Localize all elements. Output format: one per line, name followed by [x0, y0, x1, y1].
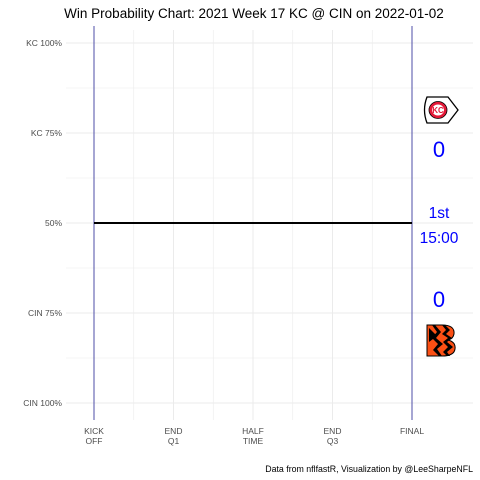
period-label: 1st — [429, 205, 450, 222]
y-tick-label: 50% — [45, 218, 62, 228]
y-tick-label: CIN 75% — [28, 308, 62, 318]
cin-bengals-logo — [426, 324, 456, 357]
x-tick-label: HALF TIME — [242, 426, 264, 446]
y-axis: KC 100% KC 75% 50% CIN 75% CIN 100% — [23, 38, 62, 408]
y-tick-label: CIN 100% — [23, 398, 62, 408]
svg-text:KC: KC — [432, 106, 444, 115]
x-axis: KICK OFF END Q1 HALF TIME END Q3 FINAL — [84, 426, 424, 446]
y-tick-label: KC 75% — [31, 128, 63, 138]
chart-caption: Data from nflfastR, Visualization by @Le… — [265, 464, 473, 474]
x-tick-label: FINAL — [400, 426, 424, 436]
x-tick-label: END Q1 — [165, 426, 183, 446]
x-tick-label: END Q3 — [324, 426, 342, 446]
kc-chiefs-logo: KC — [423, 96, 459, 124]
y-tick-label: KC 100% — [26, 38, 62, 48]
away-score: 0 — [433, 137, 445, 162]
x-tick-label: KICK OFF — [84, 426, 104, 446]
chart-title: Win Probability Chart: 2021 Week 17 KC @… — [64, 6, 444, 21]
clock-label: 15:00 — [420, 230, 459, 247]
home-score: 0 — [433, 287, 445, 312]
